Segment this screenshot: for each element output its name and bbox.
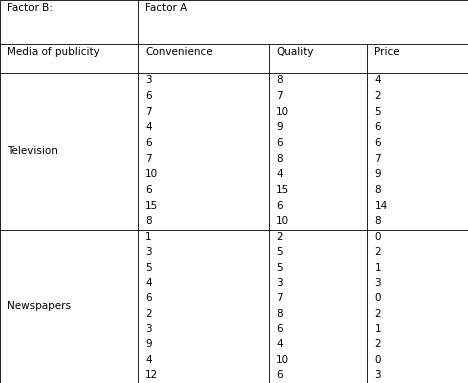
Text: 4: 4 — [374, 75, 381, 85]
Text: 6: 6 — [276, 370, 283, 380]
Text: 6: 6 — [374, 138, 381, 148]
Text: 3: 3 — [145, 247, 152, 257]
Text: 1: 1 — [374, 263, 381, 273]
Text: 3: 3 — [374, 278, 381, 288]
Text: 2: 2 — [374, 309, 381, 319]
Text: 15: 15 — [276, 185, 289, 195]
Text: 8: 8 — [145, 216, 152, 226]
Text: 3: 3 — [374, 370, 381, 380]
Text: 6: 6 — [276, 138, 283, 148]
Text: 0: 0 — [374, 293, 381, 303]
Text: 4: 4 — [145, 278, 152, 288]
Text: 15: 15 — [145, 201, 158, 211]
Text: 8: 8 — [276, 75, 283, 85]
Text: 7: 7 — [276, 293, 283, 303]
Text: 6: 6 — [145, 185, 152, 195]
Text: 2: 2 — [374, 91, 381, 101]
Text: 8: 8 — [276, 309, 283, 319]
Text: 7: 7 — [276, 91, 283, 101]
Text: 2: 2 — [374, 247, 381, 257]
Text: 2: 2 — [145, 309, 152, 319]
Text: 2: 2 — [374, 339, 381, 349]
Text: Newspapers: Newspapers — [7, 301, 71, 311]
Text: Price: Price — [374, 47, 400, 57]
Text: 7: 7 — [145, 154, 152, 164]
Text: 0: 0 — [374, 232, 381, 242]
Text: 4: 4 — [276, 339, 283, 349]
Text: 7: 7 — [145, 106, 152, 116]
Text: 0: 0 — [374, 355, 381, 365]
Text: 14: 14 — [374, 201, 388, 211]
Text: Television: Television — [7, 146, 58, 156]
Text: 3: 3 — [276, 278, 283, 288]
Text: Quality: Quality — [276, 47, 314, 57]
Text: 9: 9 — [276, 122, 283, 132]
Text: 6: 6 — [145, 91, 152, 101]
Text: 9: 9 — [145, 339, 152, 349]
Text: 1: 1 — [145, 232, 152, 242]
Text: 6: 6 — [276, 201, 283, 211]
Text: 8: 8 — [374, 216, 381, 226]
Text: 10: 10 — [145, 169, 158, 179]
Text: 1: 1 — [374, 324, 381, 334]
Text: 8: 8 — [276, 154, 283, 164]
Text: Media of publicity: Media of publicity — [7, 47, 100, 57]
Text: 6: 6 — [374, 122, 381, 132]
Text: 4: 4 — [145, 355, 152, 365]
Text: 3: 3 — [145, 75, 152, 85]
Text: 4: 4 — [145, 122, 152, 132]
Text: 5: 5 — [276, 263, 283, 273]
Text: 3: 3 — [145, 324, 152, 334]
Text: 7: 7 — [374, 154, 381, 164]
Text: 5: 5 — [276, 247, 283, 257]
Text: 2: 2 — [276, 232, 283, 242]
Text: 6: 6 — [145, 138, 152, 148]
Text: 9: 9 — [374, 169, 381, 179]
Text: 10: 10 — [276, 216, 289, 226]
Text: 5: 5 — [145, 263, 152, 273]
Text: 12: 12 — [145, 370, 158, 380]
Text: Convenience: Convenience — [145, 47, 212, 57]
Text: 10: 10 — [276, 355, 289, 365]
Text: 5: 5 — [374, 106, 381, 116]
Text: Factor B:: Factor B: — [7, 3, 53, 13]
Text: 8: 8 — [374, 185, 381, 195]
Text: 10: 10 — [276, 106, 289, 116]
Text: 6: 6 — [145, 293, 152, 303]
Text: Factor A: Factor A — [145, 3, 187, 13]
Text: 6: 6 — [276, 324, 283, 334]
Text: 4: 4 — [276, 169, 283, 179]
